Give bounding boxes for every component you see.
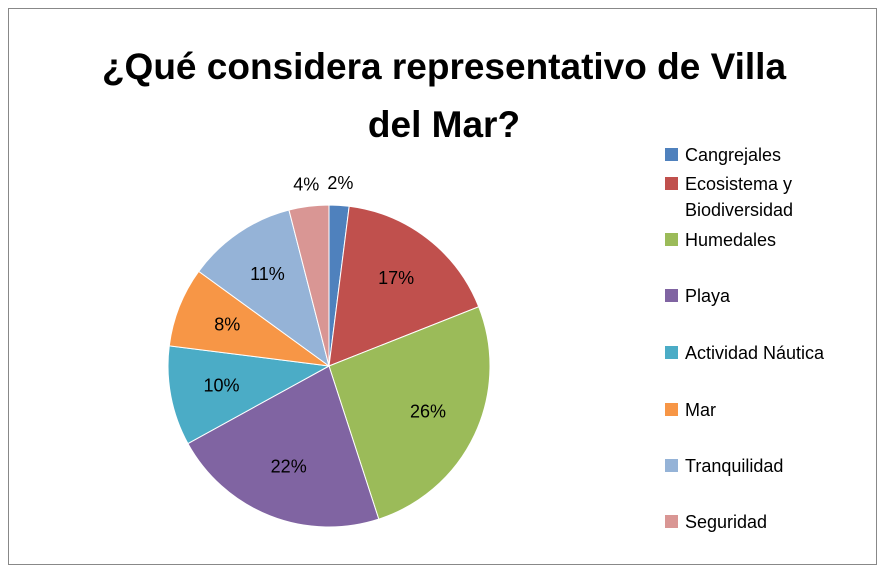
legend-swatch (665, 346, 678, 359)
pie-slice (187, 365, 380, 528)
legend-label: Mar (685, 400, 716, 420)
legend-swatch (665, 289, 678, 302)
legend-swatch (665, 233, 678, 246)
data-label: 4% (293, 174, 319, 194)
legend-item: Mar (665, 397, 865, 423)
data-label: 8% (214, 314, 240, 334)
data-label: 11% (250, 264, 285, 284)
data-label: 22% (271, 457, 307, 477)
legend-label: Cangrejales (685, 145, 782, 165)
pie-slice (198, 209, 330, 368)
legend-label: Seguridad (685, 512, 768, 532)
data-label: 26% (410, 401, 446, 421)
legend-item: Playa (665, 283, 865, 309)
legend-swatch (665, 515, 678, 528)
legend-item: Ecosistema y Biodiversidad (665, 171, 865, 223)
data-label: 10% (203, 375, 239, 395)
pie-slice (328, 306, 491, 520)
legend-item: Tranquilidad (665, 453, 865, 479)
legend-swatch (665, 403, 678, 416)
legend-label: Tranquilidad (685, 456, 784, 476)
legend-label: Humedales (685, 230, 777, 250)
legend-item: Actividad Náutica (665, 340, 865, 366)
legend-label: Playa (685, 286, 731, 306)
pie-slice (288, 204, 330, 367)
pie-slice (167, 345, 331, 445)
legend-item: Cangrejales (665, 142, 865, 168)
legend-item: Humedales (665, 227, 865, 253)
data-label: 17% (378, 268, 414, 288)
legend-label: Ecosistema y Biodiversidad (685, 174, 794, 220)
legend-item: Seguridad (665, 509, 865, 535)
legend-swatch (665, 459, 678, 472)
pie-slice (328, 205, 480, 367)
legend-swatch (665, 148, 678, 161)
legend-label: Actividad Náutica (685, 343, 825, 363)
data-label: 2% (327, 173, 353, 193)
chart-title: ¿Qué considera representativo de Villa d… (101, 46, 787, 145)
legend-swatch (665, 177, 678, 190)
chart-border (8, 8, 877, 565)
